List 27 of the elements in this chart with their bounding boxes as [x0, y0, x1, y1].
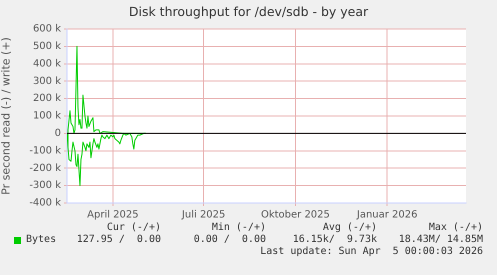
text: Max (-/+)	[428, 222, 483, 233]
text: Min (-/+)	[212, 222, 266, 233]
y-tick-label: -300 k	[29, 180, 62, 192]
x-tick-label: Oktober 2025	[260, 210, 330, 221]
x-tick-label: Juli 2025	[180, 210, 226, 221]
y-tick-label: -200 k	[29, 162, 62, 174]
y-tick-label: -400 k	[29, 198, 62, 209]
text: 18.43M/ 14.85M	[398, 234, 483, 245]
text: Avg (-/+)	[322, 222, 377, 233]
y-tick-label: 400 k	[32, 58, 62, 70]
x-tick-label: Januar 2026	[356, 210, 418, 221]
text: 16.15k/ 9.73k	[292, 234, 377, 245]
x-tick-label: April 2025	[87, 210, 139, 221]
legend-label: Bytes	[26, 234, 56, 245]
text: 0.00 / 0.00	[194, 234, 266, 245]
y-tick-label: 600 k	[32, 24, 62, 35]
chart-title: Disk throughput for /dev/sdb - by year	[128, 4, 370, 19]
y-tick-label: 100 k	[32, 110, 62, 122]
text: Last update: Sun Apr 5 00:00:03 2026	[260, 246, 483, 257]
y-tick-label: 300 k	[32, 76, 62, 87]
y-tick-label: 500 k	[32, 40, 62, 52]
text: Cur (-/+)	[106, 222, 161, 233]
y-tick-label: -100 k	[29, 145, 62, 156]
text: 127.95 / 0.00	[76, 234, 161, 245]
y-tick-label: 200 k	[32, 93, 62, 104]
y-axis-title: Pr second read (-) / write (+)	[0, 37, 12, 195]
y-tick-label: 0	[54, 128, 61, 139]
